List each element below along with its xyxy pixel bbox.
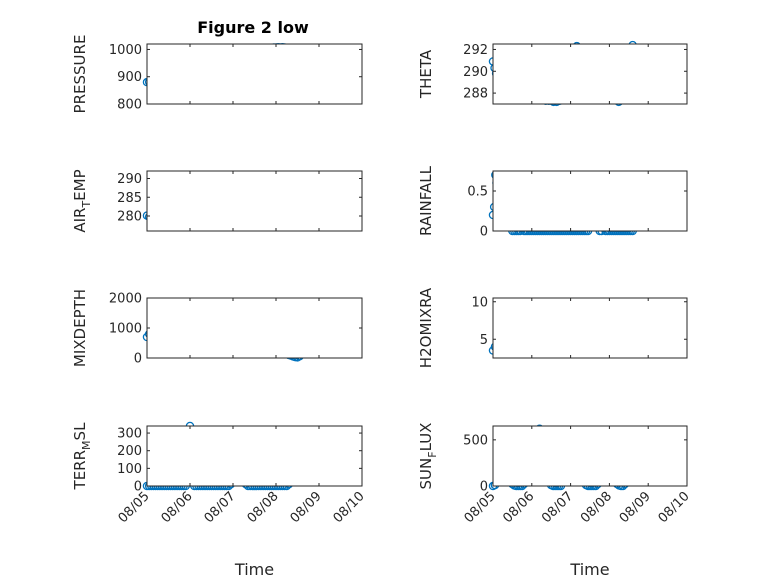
- y-axis-label: PRESSURE: [71, 35, 89, 114]
- y-tick-label: 0: [480, 480, 488, 495]
- x-tick-label: 08/07: [202, 489, 239, 526]
- y-tick-label: 500: [463, 433, 488, 448]
- y-tick-label: 290: [117, 172, 142, 187]
- x-tick-label: 08/08: [245, 489, 282, 526]
- x-tick-label: 08/06: [500, 489, 537, 526]
- subplot-terr-msl: 0 100 200 300 08/05 08/06 08/07 08/08 08/09 08/10…: [71, 421, 368, 579]
- x-axis-label: Time: [234, 560, 274, 579]
- axes-frame: [492, 170, 688, 232]
- y-axis-label: TERRMSL: [71, 422, 93, 491]
- axes-frame: [146, 425, 363, 487]
- y-tick-label: 10: [471, 295, 488, 310]
- x-tick-label: 08/06: [159, 489, 196, 526]
- y-axis-label: THETA: [417, 49, 435, 99]
- axes-frame: [492, 297, 688, 359]
- figure-title: Figure 2 low: [197, 18, 309, 37]
- x-tick-label: 08/10: [331, 489, 368, 526]
- y-tick-label: 1000: [109, 322, 142, 337]
- y-tick-label: 300: [117, 427, 142, 442]
- y-axis-label: AIRTEMP: [71, 169, 93, 232]
- y-tick-label: 900: [117, 70, 142, 85]
- y-tick-label: 280: [117, 210, 142, 225]
- x-tick-label: 08/10: [656, 489, 693, 526]
- axes-frame: [146, 43, 363, 105]
- y-axis-label: H2OMIXRA: [417, 287, 435, 368]
- subplot-mixdepth: 0 1000 2000 MIXDEPTH: [71, 289, 363, 367]
- y-tick-label: 800: [117, 98, 142, 113]
- axes-frame: [146, 170, 363, 232]
- subplot-h2omixra: 5 10 H2OMIXRA: [417, 287, 688, 368]
- y-tick-label: 100: [117, 462, 142, 477]
- y-tick-label: 2000: [109, 292, 142, 307]
- y-axis-label: RAINFALL: [417, 165, 435, 236]
- x-tick-label: 08/09: [617, 489, 654, 526]
- x-tick-label: 08/07: [539, 489, 576, 526]
- y-tick-label: 288: [463, 87, 488, 102]
- subplot-air-temp: 280 285 290 AIRTEMP: [71, 169, 363, 233]
- x-tick-label: 08/05: [116, 489, 153, 526]
- x-tick-label: 08/08: [578, 489, 615, 526]
- subplot-rainfall: 0 0.5 RAINFALL: [417, 165, 688, 240]
- y-axis-label: MIXDEPTH: [71, 289, 89, 367]
- subplot-sun-flux: 0 500 08/05 08/06 08/07 08/08 08/09 08/10 SUNFLU…: [417, 423, 693, 579]
- subplot-theta: 288 290 292 THETA: [417, 40, 688, 107]
- x-tick-label: 08/09: [288, 489, 325, 526]
- y-tick-label: 0: [134, 480, 142, 495]
- y-tick-label: 1000: [109, 43, 142, 58]
- y-tick-label: 292: [463, 43, 488, 58]
- axes-frame: [492, 43, 688, 105]
- y-tick-label: 5: [480, 333, 488, 348]
- y-tick-label: 285: [117, 191, 142, 206]
- subplot-pressure: 800 900 1000 PRESSURE: [71, 35, 363, 114]
- y-axis-label: SUNFLUX: [417, 423, 439, 490]
- y-tick-label: 0: [134, 352, 142, 367]
- y-tick-label: 200: [117, 444, 142, 459]
- axes-frame: [146, 297, 363, 359]
- y-tick-label: 0.5: [467, 185, 488, 200]
- x-axis-label: Time: [569, 560, 609, 579]
- x-tick-label: 08/05: [462, 489, 499, 526]
- axes-frame: [492, 425, 688, 487]
- y-tick-label: 290: [463, 65, 488, 80]
- y-tick-label: 0: [480, 225, 488, 240]
